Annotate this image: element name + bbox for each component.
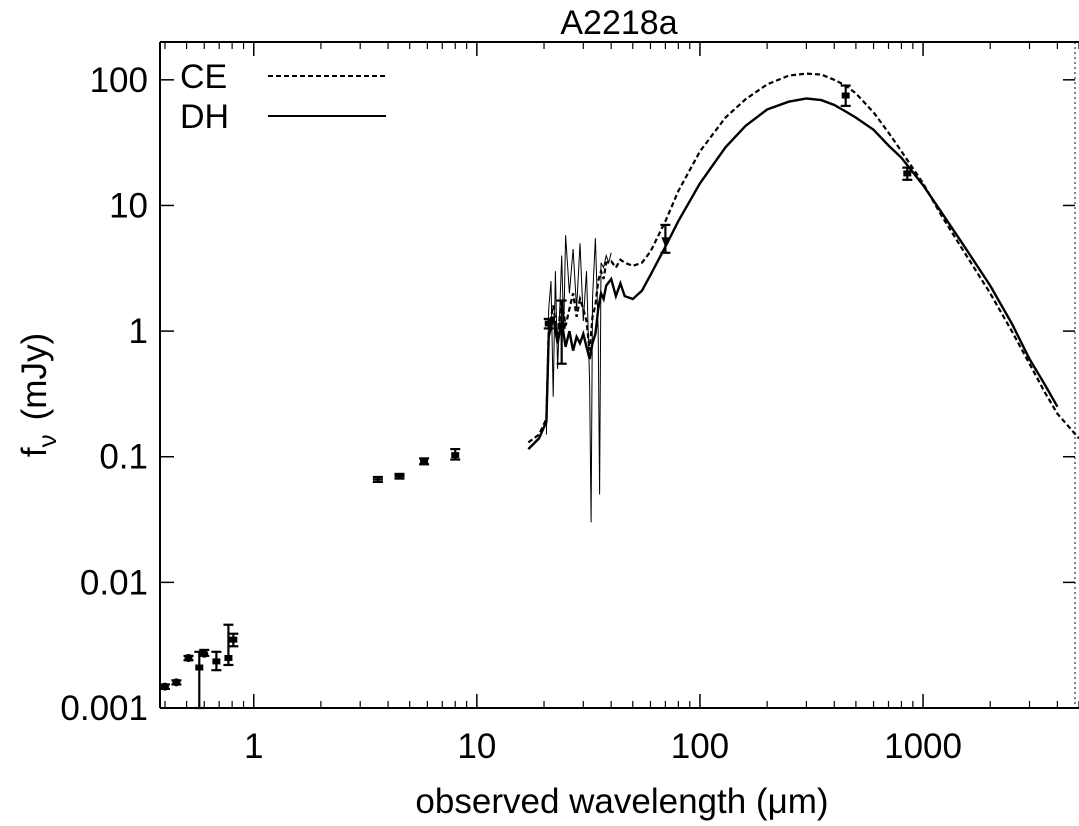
observations (159, 84, 913, 710)
y-axis-label: fν(mJy) (15, 333, 62, 457)
point-marker (420, 458, 429, 465)
model-curves (527, 72, 1079, 523)
data-point (183, 654, 194, 663)
data-point (450, 448, 461, 461)
data-point (199, 648, 210, 658)
data-point (372, 475, 383, 484)
data-point (159, 682, 170, 691)
plot-frame (159, 41, 1079, 709)
data-point (419, 457, 430, 466)
data-point (194, 650, 205, 710)
point-marker (195, 664, 204, 671)
point-marker (841, 92, 850, 99)
point-marker (544, 320, 553, 327)
series-line-spectrum (545, 235, 612, 523)
data-point (394, 472, 405, 480)
point-marker (200, 649, 209, 658)
point-marker (172, 678, 181, 687)
data-point (543, 317, 554, 330)
data-point (840, 84, 851, 108)
y-tick-label: 0.01 (80, 563, 148, 602)
axis-ticks: 1 10 100 1000 0.001 0.01 0.1 1 10 100 (60, 42, 1079, 766)
y-tick-label: 0.001 (60, 689, 148, 728)
point-marker (212, 658, 221, 665)
x-tick-label: 1000 (884, 727, 962, 766)
point-marker (451, 452, 460, 459)
legend-label-ce: CE (180, 58, 227, 96)
upper-limit-arrow (661, 237, 670, 248)
chart-title: A2218a (560, 4, 677, 42)
y-tick-label: 1 (129, 312, 148, 351)
point-marker (184, 654, 193, 663)
legend-label-dh: DH (180, 98, 229, 136)
series-line-ce (527, 72, 1079, 444)
data-point (211, 650, 222, 672)
y-tick-label: 0.1 (99, 438, 148, 477)
point-marker (557, 322, 566, 329)
x-axis-label: observed wavelength (μm) (415, 782, 828, 821)
x-tick-label: 100 (671, 727, 729, 766)
data-point (556, 299, 567, 365)
series-line-dh (527, 97, 1059, 450)
data-point (228, 632, 239, 648)
x-tick-label: 10 (457, 727, 496, 766)
y-tick-label: 100 (90, 61, 148, 100)
point-marker (903, 170, 912, 177)
point-marker (229, 636, 238, 643)
y-tick-label: 10 (109, 186, 148, 225)
data-point (902, 166, 913, 181)
data-point (660, 223, 671, 254)
data-point (223, 623, 234, 667)
point-marker (160, 682, 169, 691)
x-tick-label: 1 (244, 727, 263, 766)
point-marker (224, 655, 233, 662)
data-point (171, 678, 182, 687)
